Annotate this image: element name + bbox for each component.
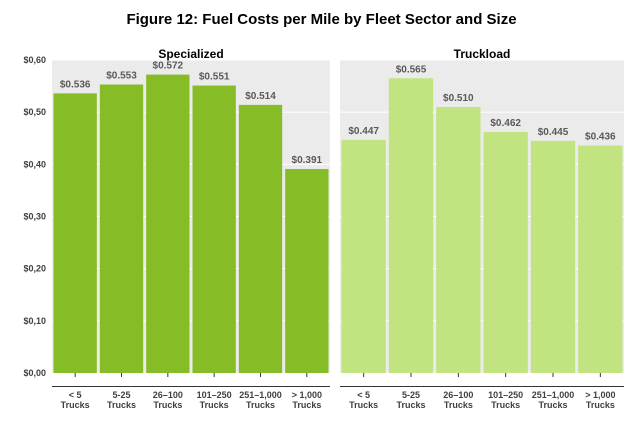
data-label-truckload-5: $0.436 <box>585 132 616 143</box>
x-tick-label-specialized-3-line2: Trucks <box>200 400 229 410</box>
bar-specialized-4 <box>238 104 283 373</box>
x-tick-label-specialized-2-line2: Trucks <box>153 400 182 410</box>
x-tick-label-truckload-4-line2: Trucks <box>538 400 567 410</box>
x-tick-label-truckload-0-line2: Trucks <box>349 400 378 410</box>
bar-specialized-5 <box>285 169 329 373</box>
data-label-truckload-4: $0.445 <box>538 127 569 138</box>
panel-title-specialized: Specialized <box>158 47 223 61</box>
x-tick-label-truckload-1-line2: Trucks <box>396 400 425 410</box>
bar-specialized-1 <box>99 84 144 373</box>
x-tick-label-specialized-3-line1: 101–250 <box>197 390 232 400</box>
data-label-truckload-2: $0.510 <box>443 93 474 104</box>
data-label-specialized-3: $0.551 <box>199 72 230 83</box>
x-tick-label-truckload-5-line2: Trucks <box>586 400 615 410</box>
data-label-specialized-0: $0.536 <box>60 79 91 90</box>
data-label-specialized-4: $0.514 <box>245 91 276 102</box>
x-tick-label-specialized-0-line2: Trucks <box>61 400 90 410</box>
y-tick-label-6: $0,60 <box>23 55 46 65</box>
bar-specialized-0 <box>53 93 97 374</box>
x-tick-label-truckload-0-line1: < 5 <box>357 390 370 400</box>
data-label-truckload-0: $0.447 <box>348 126 379 137</box>
x-tick-label-specialized-1-line1: 5-25 <box>112 390 130 400</box>
x-tick-label-specialized-2-line1: 26–100 <box>153 390 183 400</box>
y-tick-label-0: $0,00 <box>23 368 46 378</box>
bar-truckload-1 <box>388 78 434 373</box>
x-tick-label-truckload-3-line2: Trucks <box>491 400 520 410</box>
bar-truckload-3 <box>483 131 528 373</box>
y-tick-label-3: $0,30 <box>23 212 46 222</box>
data-label-specialized-2: $0.572 <box>153 61 184 72</box>
data-label-truckload-1: $0.565 <box>396 64 427 75</box>
y-tick-label-2: $0,20 <box>23 264 46 274</box>
bar-truckload-5 <box>578 145 623 373</box>
x-tick-label-truckload-2-line1: 26–100 <box>443 390 473 400</box>
x-tick-label-specialized-5-line2: Trucks <box>292 400 321 410</box>
bar-truckload-0 <box>341 139 386 373</box>
x-tick-label-truckload-1-line1: 5-25 <box>402 390 420 400</box>
x-tick-label-specialized-0-line1: < 5 <box>69 390 82 400</box>
data-label-specialized-5: $0.391 <box>292 155 323 166</box>
bar-truckload-2 <box>436 106 481 373</box>
x-tick-label-specialized-4-line2: Trucks <box>246 400 275 410</box>
bar-truckload-4 <box>530 140 576 373</box>
x-tick-label-truckload-4-line1: 251–1,000 <box>532 390 575 400</box>
x-tick-label-truckload-3-line1: 101–250 <box>488 390 523 400</box>
y-tick-label-1: $0,10 <box>23 316 46 326</box>
bar-specialized-3 <box>192 85 236 373</box>
x-tick-label-specialized-4-line1: 251–1,000 <box>239 390 282 400</box>
panel-title-truckload: Truckload <box>454 47 511 61</box>
bar-specialized-2 <box>146 74 190 374</box>
chart-title: Figure 12: Fuel Costs per Mile by Fleet … <box>126 11 516 28</box>
x-tick-label-specialized-1-line2: Trucks <box>107 400 136 410</box>
data-label-truckload-3: $0.462 <box>490 118 521 129</box>
x-tick-label-truckload-2-line2: Trucks <box>444 400 473 410</box>
y-tick-label-5: $0,50 <box>23 107 46 117</box>
x-tick-label-truckload-5-line1: > 1,000 <box>585 390 615 400</box>
data-label-specialized-1: $0.553 <box>106 71 137 82</box>
y-tick-label-4: $0,40 <box>23 159 46 169</box>
x-tick-label-specialized-5-line1: > 1,000 <box>292 390 322 400</box>
